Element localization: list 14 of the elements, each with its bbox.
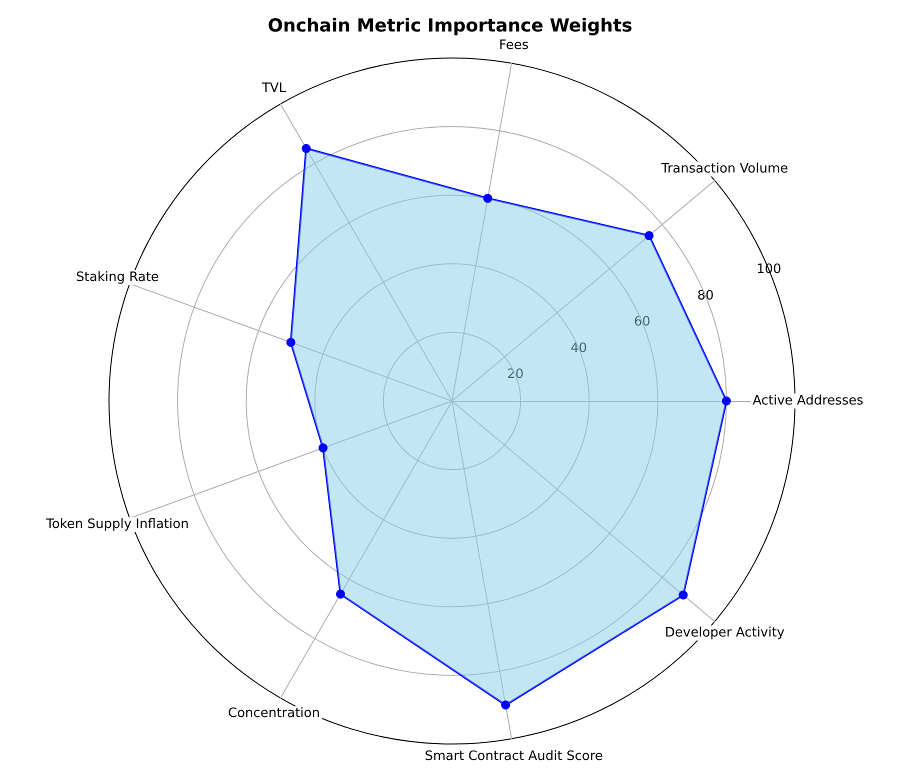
spoke-label: Active Addresses (752, 394, 864, 408)
spoke-label: Transaction Volume (660, 161, 788, 176)
spoke-label: Staking Rate (76, 270, 159, 286)
spoke-label: Developer Activity (664, 626, 785, 641)
spoke-label: Fees (499, 38, 529, 53)
spoke-label: Smart Contract Audit Score (424, 749, 603, 764)
y-tick-label: 40 (570, 340, 588, 356)
y-tick-label: 80 (697, 288, 714, 304)
spoke-label: TVL (260, 80, 287, 96)
spoke-label: Token Supply Inflation (45, 516, 189, 532)
y-tick-label: 60 (634, 314, 650, 330)
y-tick-label: 20 (507, 367, 524, 382)
chart-title: Onchain Metric Importance Weights (268, 16, 632, 36)
spoke-label: Concentration (228, 706, 320, 722)
